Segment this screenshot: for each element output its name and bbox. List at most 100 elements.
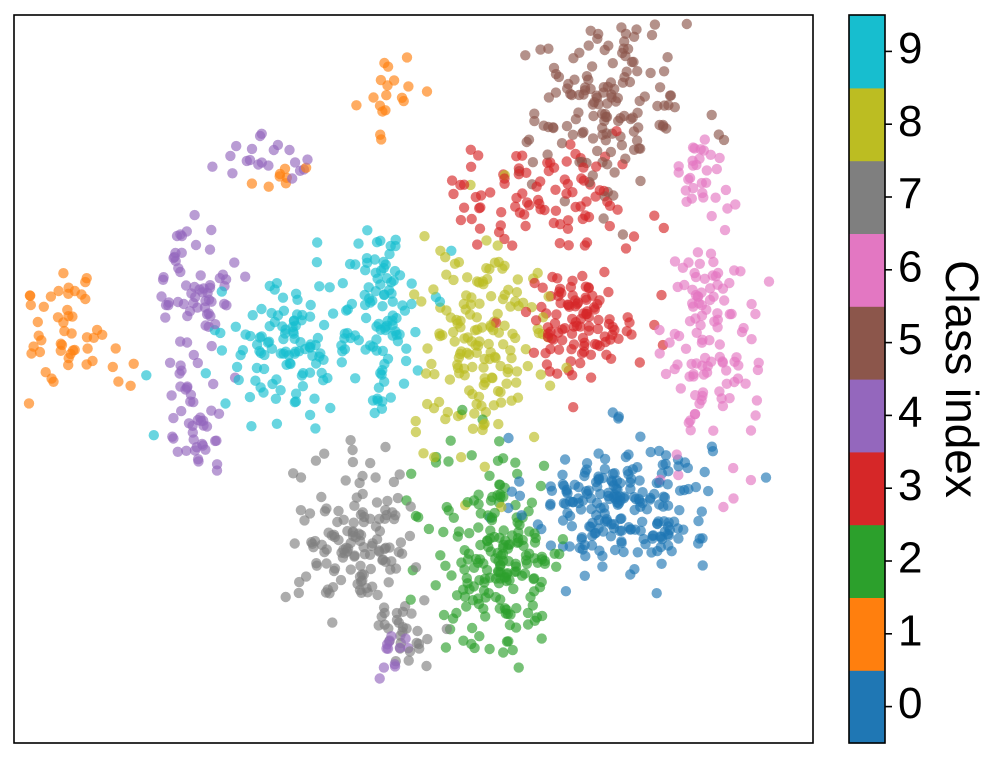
scatter-point-class-1	[28, 341, 39, 352]
scatter-point-class-6	[687, 142, 699, 153]
scatter-point-class-6	[696, 177, 707, 189]
scatter-point-class-3	[544, 366, 555, 377]
scatter-point-class-3	[549, 318, 561, 329]
scatter-point-class-9	[342, 304, 353, 315]
scatter-point-class-0	[593, 448, 604, 459]
scatter-point-class-6	[712, 314, 723, 325]
scatter-point-class-7	[345, 435, 356, 446]
scatter-point-class-7	[347, 456, 359, 468]
scatter-point-class-6	[738, 322, 749, 334]
scatter-point-class-0	[615, 491, 626, 502]
scatter-point-class-5	[624, 76, 636, 88]
scatter-point-class-8	[441, 305, 452, 316]
scatter-point-class-0	[652, 518, 663, 529]
scatter-point-class-9	[251, 339, 263, 350]
scatter-point-class-7	[384, 542, 395, 553]
scatter-point-class-8	[483, 338, 494, 350]
scatter-point-class-0	[609, 544, 621, 556]
scatter-point-class-8	[506, 395, 517, 406]
scatter-point-class-9	[256, 303, 267, 315]
scatter-point-class-1	[76, 289, 87, 300]
scatter-point-class-9	[312, 237, 323, 248]
scatter-point-class-4	[211, 435, 222, 446]
scatter-point-class-7	[414, 643, 425, 654]
scatter-point-class-8	[474, 336, 485, 347]
scatter-point-class-3	[511, 192, 522, 204]
scatter-point-class-8	[544, 380, 556, 391]
scatter-point-class-9	[386, 288, 397, 299]
scatter-point-class-2	[485, 495, 497, 506]
scatter-point-class-5	[598, 213, 609, 224]
scatter-point-class-6	[688, 182, 699, 194]
colorbar-tick-label-9: 9	[898, 24, 922, 73]
scatter-point-class-2	[504, 619, 516, 631]
scatter-point-class-3	[583, 282, 594, 294]
scatter-point-class-4	[225, 150, 236, 162]
scatter-point-class-3	[520, 220, 531, 232]
scatter-point-class-1	[125, 380, 136, 391]
scatter-point-class-3	[575, 358, 586, 369]
scatter-point-class-8	[428, 284, 439, 295]
scatter-point-class-7	[321, 558, 332, 569]
scatter-point-class-4	[166, 390, 177, 401]
scatter-point-class-6	[669, 256, 681, 267]
scatter-point-class-2	[513, 662, 524, 673]
scatter-point-class-9	[292, 294, 303, 305]
scatter-point-class-6	[750, 410, 761, 421]
scatter-point-class-4	[386, 631, 397, 642]
scatter-point-class-4	[191, 442, 202, 453]
scatter-point-class-3	[565, 139, 576, 150]
scatter-point-class-3	[603, 286, 614, 298]
scatter-point-class-6	[728, 493, 739, 504]
scatter-point-class-8	[448, 326, 459, 338]
scatter-point-class-3	[578, 162, 589, 173]
scatter-point-class-5	[529, 115, 540, 127]
scatter-point-class-6	[745, 474, 757, 486]
scatter-point-class-2	[507, 644, 518, 656]
scatter-point-class-7	[327, 582, 339, 593]
scatter-point-class-7	[349, 500, 360, 511]
scatter-point-class-8	[506, 352, 517, 364]
scatter-point-class-3	[567, 370, 578, 381]
colorbar-tick-label-2: 2	[898, 534, 922, 583]
scatter-point-class-7	[323, 527, 334, 538]
scatter-point-class-0	[697, 560, 708, 571]
scatter-point-class-2	[485, 546, 496, 557]
scatter-point-class-8	[469, 408, 480, 419]
scatter-point-class-7	[333, 534, 344, 546]
scatter-point-class-7	[304, 508, 316, 519]
scatter-point-class-0	[616, 536, 627, 547]
scatter-point-class-4	[187, 420, 198, 431]
scatter-point-class-1	[80, 276, 91, 288]
scatter-point-class-9	[318, 319, 330, 331]
scatter-point-class-9	[258, 387, 269, 398]
scatter-point-class-7	[347, 444, 358, 456]
scatter-point-class-3	[554, 238, 565, 249]
scatter-point-class-7	[386, 556, 397, 567]
scatter-point-class-9	[372, 393, 383, 404]
scatter-point-class-6	[654, 348, 665, 359]
scatter-point-class-9	[215, 327, 226, 339]
scatter-point-class-6	[724, 277, 735, 289]
scatter-point-class-7	[321, 503, 332, 514]
scatter-point-class-0	[593, 471, 604, 482]
scatter-point-class-2	[498, 491, 509, 502]
scatter-point-class-2	[516, 570, 528, 581]
scatter-point-class-6	[697, 387, 709, 398]
scatter-point-class-9	[339, 333, 350, 344]
scatter-point-class-1	[58, 268, 69, 279]
scatter-point-class-2	[430, 580, 441, 591]
scatter-point-class-1	[63, 352, 74, 364]
scatter-point-class-2	[529, 537, 541, 548]
scatter-point-class-1	[97, 329, 108, 340]
scatter-point-class-3	[658, 222, 669, 234]
scatter-point-class-7	[380, 441, 391, 453]
scatter-point-class-5	[659, 100, 670, 111]
scatter-point-class-3	[547, 271, 558, 283]
colorbar-segment-3	[849, 451, 885, 526]
scatter-point-class-0	[693, 515, 704, 527]
scatter-point-class-9	[287, 321, 298, 333]
scatter-point-class-7	[396, 548, 408, 559]
scatter-point-class-2	[494, 479, 505, 490]
scatter-point-class-5	[706, 109, 717, 121]
